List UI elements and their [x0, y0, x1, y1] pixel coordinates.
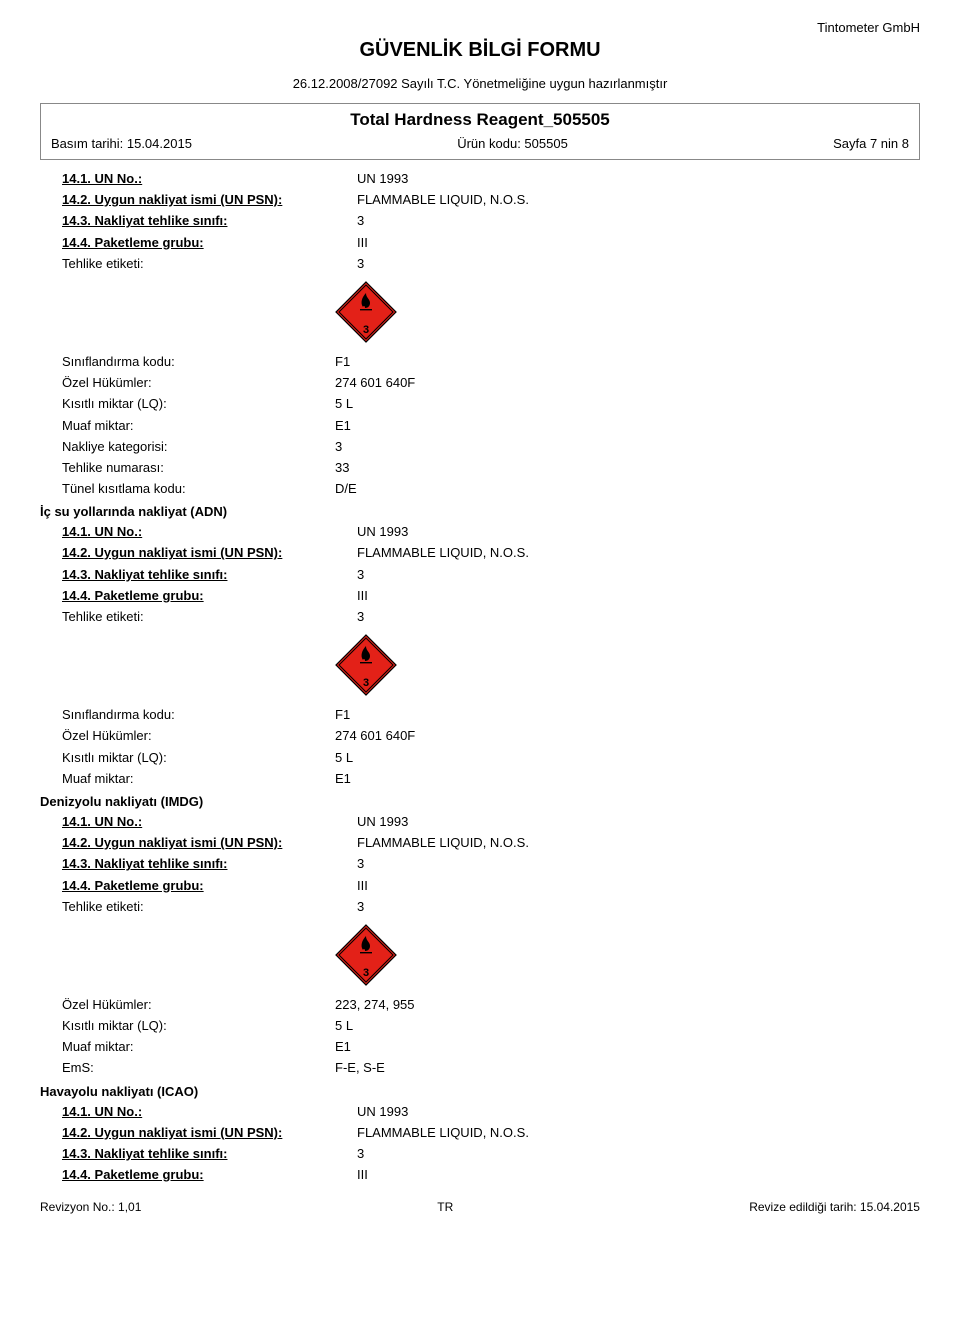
value-adn-psn: FLAMMABLE LIQUID, N.O.S.: [357, 544, 920, 562]
hazard-diamond-icon: 3: [335, 281, 920, 343]
label-haz-class: 14.3. Nakliyat tehlike sınıfı:: [62, 1145, 357, 1163]
value-adr-sp: 274 601 640F: [335, 374, 920, 392]
section-adn-details: Sınıflandırma kodu:F1 Özel Hükümler:274 …: [62, 706, 920, 788]
label-un-no: 14.1. UN No.:: [62, 813, 357, 831]
svg-text:3: 3: [363, 967, 369, 979]
value-imdg-pkg: III: [357, 877, 920, 895]
label-lq: Kısıtlı miktar (LQ):: [62, 395, 335, 413]
value-imdg-ems: F-E, S-E: [335, 1059, 920, 1077]
section-adr: 14.1. UN No.:UN 1993 14.2. Uygun nakliya…: [62, 170, 920, 273]
label-special-prov: Özel Hükümler:: [62, 374, 335, 392]
label-eq: Muaf miktar:: [62, 1038, 335, 1056]
svg-text:3: 3: [363, 677, 369, 689]
page-number: Sayfa 7 nin 8: [833, 136, 909, 151]
label-psn: 14.2. Uygun nakliyat ismi (UN PSN):: [62, 834, 357, 852]
value-icao-un: UN 1993: [357, 1103, 920, 1121]
value-imdg-hlbl: 3: [357, 898, 920, 916]
value-adr-cat: 3: [335, 438, 920, 456]
section-icao: 14.1. UN No.:UN 1993 14.2. Uygun nakliya…: [62, 1103, 920, 1185]
regulation-line: 26.12.2008/27092 Sayılı T.C. Yönetmeliği…: [40, 76, 920, 91]
value-adn-cls: 3: [357, 566, 920, 584]
label-pack-group: 14.4. Paketleme grubu:: [62, 234, 357, 252]
value-adr-lq: 5 L: [335, 395, 920, 413]
value-adn-eq: E1: [335, 770, 920, 788]
value-icao-psn: FLAMMABLE LIQUID, N.O.S.: [357, 1124, 920, 1142]
label-haz-class: 14.3. Nakliyat tehlike sınıfı:: [62, 855, 357, 873]
value-imdg-psn: FLAMMABLE LIQUID, N.O.S.: [357, 834, 920, 852]
label-class-code: Sınıflandırma kodu:: [62, 353, 335, 371]
value-imdg-eq: E1: [335, 1038, 920, 1056]
label-pack-group: 14.4. Paketleme grubu:: [62, 587, 357, 605]
label-haz-label: Tehlike etiketi:: [62, 608, 357, 626]
label-eq: Muaf miktar:: [62, 770, 335, 788]
label-tunnel: Tünel kısıtlama kodu:: [62, 480, 335, 498]
value-adn-un: UN 1993: [357, 523, 920, 541]
header-meta-row: Basım tarihi: 15.04.2015 Ürün kodu: 5055…: [51, 136, 909, 151]
label-transport-cat: Nakliye kategorisi:: [62, 438, 335, 456]
footer: Revizyon No.: 1,01 TR Revize edildiği ta…: [40, 1196, 920, 1214]
value-adn-sp: 274 601 640F: [335, 727, 920, 745]
label-un-no: 14.1. UN No.:: [62, 1103, 357, 1121]
company-name: Tintometer GmbH: [40, 20, 920, 35]
heading-icao: Havayolu nakliyatı (ICAO): [40, 1084, 920, 1099]
section-imdg-details: Özel Hükümler:223, 274, 955 Kısıtlı mikt…: [62, 996, 920, 1078]
value-icao-pkg: III: [357, 1166, 920, 1184]
label-pack-group: 14.4. Paketleme grubu:: [62, 877, 357, 895]
label-ems: EmS:: [62, 1059, 335, 1077]
label-haz-class: 14.3. Nakliyat tehlike sınıfı:: [62, 566, 357, 584]
value-adr-hno: 33: [335, 459, 920, 477]
value-adr-pkg: III: [357, 234, 920, 252]
value-imdg-un: UN 1993: [357, 813, 920, 831]
value-adn-hlbl: 3: [357, 608, 920, 626]
value-adn-lq: 5 L: [335, 749, 920, 767]
label-eq: Muaf miktar:: [62, 417, 335, 435]
label-psn: 14.2. Uygun nakliyat ismi (UN PSN):: [62, 544, 357, 562]
label-special-prov: Özel Hükümler:: [62, 996, 335, 1014]
section-imdg: 14.1. UN No.:UN 1993 14.2. Uygun nakliya…: [62, 813, 920, 916]
value-imdg-cls: 3: [357, 855, 920, 873]
value-adn-pkg: III: [357, 587, 920, 605]
product-code: Ürün kodu: 505505: [457, 136, 568, 151]
product-title: Total Hardness Reagent_505505: [51, 110, 909, 130]
label-un-no: 14.1. UN No.:: [62, 523, 357, 541]
value-adr-un: UN 1993: [357, 170, 920, 188]
label-haz-label: Tehlike etiketi:: [62, 898, 357, 916]
label-lq: Kısıtlı miktar (LQ):: [62, 749, 335, 767]
value-adr-psn: FLAMMABLE LIQUID, N.O.S.: [357, 191, 920, 209]
value-adr-tunnel: D/E: [335, 480, 920, 498]
value-adr-code: F1: [335, 353, 920, 371]
label-lq: Kısıtlı miktar (LQ):: [62, 1017, 335, 1035]
value-icao-cls: 3: [357, 1145, 920, 1163]
label-haz-no: Tehlike numarası:: [62, 459, 335, 477]
hazard-diamond-icon: 3: [335, 924, 920, 986]
value-adr-eq: E1: [335, 417, 920, 435]
label-haz-class: 14.3. Nakliyat tehlike sınıfı:: [62, 212, 357, 230]
value-adr-cls: 3: [357, 212, 920, 230]
label-psn: 14.2. Uygun nakliyat ismi (UN PSN):: [62, 191, 357, 209]
hazard-diamond-icon: 3: [335, 634, 920, 696]
label-haz-label: Tehlike etiketi:: [62, 255, 357, 273]
section-adn: 14.1. UN No.:UN 1993 14.2. Uygun nakliya…: [62, 523, 920, 626]
label-un-no: 14.1. UN No.:: [62, 170, 357, 188]
label-special-prov: Özel Hükümler:: [62, 727, 335, 745]
label-psn: 14.2. Uygun nakliyat ismi (UN PSN):: [62, 1124, 357, 1142]
form-title: GÜVENLİK BİLGİ FORMU: [40, 39, 920, 62]
header-box: Total Hardness Reagent_505505 Basım tari…: [40, 103, 920, 160]
label-class-code: Sınıflandırma kodu:: [62, 706, 335, 724]
footer-revdate: Revize edildiği tarih: 15.04.2015: [749, 1200, 920, 1214]
value-adr-hlbl: 3: [357, 255, 920, 273]
value-imdg-sp: 223, 274, 955: [335, 996, 920, 1014]
label-pack-group: 14.4. Paketleme grubu:: [62, 1166, 357, 1184]
heading-imdg: Denizyolu nakliyatı (IMDG): [40, 794, 920, 809]
heading-adn: İç su yollarında nakliyat (ADN): [40, 504, 920, 519]
section-adr-details: Sınıflandırma kodu:F1 Özel Hükümler:274 …: [62, 353, 920, 498]
svg-text:3: 3: [363, 324, 369, 336]
value-imdg-lq: 5 L: [335, 1017, 920, 1035]
footer-lang: TR: [437, 1200, 453, 1214]
footer-revision: Revizyon No.: 1,01: [40, 1200, 141, 1214]
print-date: Basım tarihi: 15.04.2015: [51, 136, 192, 151]
value-adn-code: F1: [335, 706, 920, 724]
